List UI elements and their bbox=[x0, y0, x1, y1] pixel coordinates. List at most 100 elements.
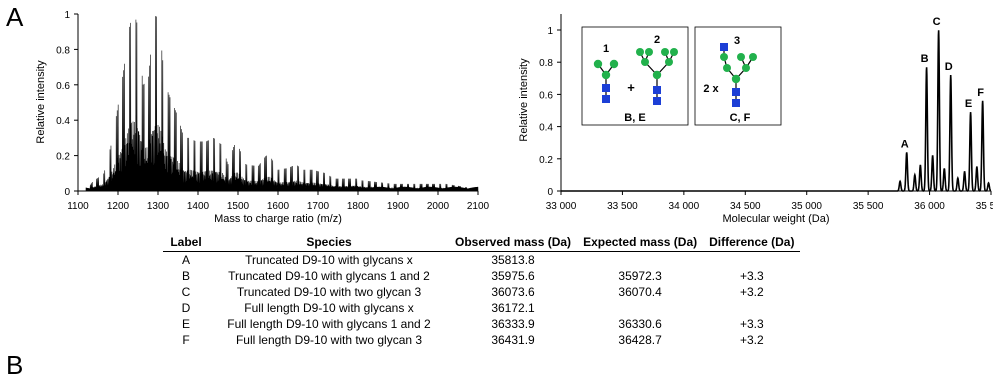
mannose-icon bbox=[665, 58, 673, 66]
mw-spectrum-trace bbox=[561, 30, 992, 192]
row-expected-mass bbox=[577, 252, 703, 269]
table-row: A Truncated D9-10 with glycans x 35813.8 bbox=[163, 252, 800, 269]
mannose-icon bbox=[645, 48, 653, 56]
ms-x-tick-label: 1500 bbox=[227, 201, 250, 212]
mw-x-tick-label: 34 000 bbox=[669, 201, 700, 212]
column-header-label: Label bbox=[163, 234, 209, 252]
ms-y-tick-label: 0.2 bbox=[56, 152, 70, 163]
mannose-icon bbox=[593, 59, 603, 69]
molecular-weight-chart: 0 0.2 0.4 0.6 0.8 1 33 000 33 500 34 000 34 500 3… bbox=[518, 14, 993, 225]
mw-peak-label: E bbox=[965, 98, 972, 110]
glycan-3-structure bbox=[720, 43, 757, 107]
row-species: Full length D9-10 with glycans x bbox=[244, 301, 414, 315]
table-header-row: Label Species Observed mass (Da) Expecte… bbox=[163, 234, 801, 252]
ms-y-tick-label: 0 bbox=[64, 187, 70, 198]
mw-x-tick-label: 34 500 bbox=[730, 201, 761, 212]
mass-results-table: Label Species Observed mass (Da) Expecte… bbox=[163, 234, 801, 348]
row-expected-mass: 36070.4 bbox=[618, 285, 662, 299]
row-label: F bbox=[182, 333, 190, 347]
mw-y-tick-label: 0.2 bbox=[539, 155, 553, 166]
glcnac-icon bbox=[602, 95, 610, 103]
row-expected-mass bbox=[577, 300, 703, 316]
glycan-number-1: 1 bbox=[603, 43, 609, 55]
column-header-observed-mass: Observed mass (Da) bbox=[449, 234, 578, 252]
mannose-icon bbox=[749, 53, 757, 61]
row-difference: +3.2 bbox=[739, 333, 764, 347]
mw-y-tick-label: 0.4 bbox=[539, 123, 553, 134]
ms-x-tick-label: 1600 bbox=[267, 201, 290, 212]
row-species: Full length D9-10 with glycans 1 and 2 bbox=[227, 317, 431, 331]
ms-x-tick-label: 1800 bbox=[347, 201, 370, 212]
glycan-plus-sign: + bbox=[627, 80, 635, 95]
glycan-number-3: 3 bbox=[734, 35, 740, 47]
row-label: C bbox=[181, 285, 191, 299]
mw-peak-label: A bbox=[901, 138, 909, 150]
glycan-2-structure bbox=[636, 48, 678, 105]
row-label: D bbox=[181, 301, 191, 315]
ms-spectrum-trace bbox=[85, 16, 479, 192]
ms-y-tick-label: 1 bbox=[64, 10, 70, 21]
ms-y-tick-label: 0.4 bbox=[56, 116, 70, 127]
mw-peak-label: D bbox=[945, 61, 953, 73]
panel-label-b: B bbox=[6, 350, 24, 380]
table-row: C Truncated D9-10 with two glycan 3 3607… bbox=[163, 284, 800, 300]
mw-y-tick-label: 1 bbox=[547, 26, 553, 37]
mannose-icon bbox=[636, 48, 644, 56]
mannose-icon bbox=[737, 53, 745, 61]
row-expected-mass: 35972.3 bbox=[618, 269, 662, 283]
ms-x-tick-label: 2100 bbox=[467, 201, 490, 212]
ms-x-tick-label: 1200 bbox=[107, 201, 130, 212]
ms-x-tick-label: 1100 bbox=[67, 201, 89, 212]
mw-peak-label: B bbox=[921, 53, 929, 65]
mannose-icon bbox=[652, 70, 662, 80]
glycan-box2-caption: C, F bbox=[730, 112, 751, 124]
mw-y-tick-label: 0.6 bbox=[539, 90, 553, 101]
column-header-species: Species bbox=[209, 234, 449, 252]
row-species: Truncated D9-10 with glycans 1 and 2 bbox=[228, 269, 430, 283]
glcnac-icon bbox=[720, 43, 728, 51]
glcnac-icon bbox=[732, 99, 740, 107]
mw-x-tick-label: 33 500 bbox=[607, 201, 638, 212]
row-difference: +3.3 bbox=[739, 269, 764, 283]
row-observed-mass: 36333.9 bbox=[491, 317, 535, 331]
column-header-difference: Difference (Da) bbox=[703, 234, 801, 252]
row-observed-mass: 36172.1 bbox=[491, 301, 535, 315]
row-difference: +3.2 bbox=[739, 285, 764, 299]
ms-x-tick-label: 1300 bbox=[147, 201, 170, 212]
mw-y-tick-label: 0.8 bbox=[539, 58, 553, 69]
mannose-icon bbox=[670, 48, 678, 56]
table-row: E Full length D9-10 with glycans 1 and 2… bbox=[163, 316, 800, 332]
row-label: B bbox=[181, 269, 190, 283]
glcnac-icon bbox=[653, 86, 661, 94]
mannose-icon bbox=[609, 59, 619, 69]
glycan-multiplier: 2 x bbox=[703, 83, 719, 95]
mw-y-axis-label: Relative intensity bbox=[518, 58, 530, 142]
ms-x-tick-label: 2000 bbox=[427, 201, 450, 212]
mw-x-tick-label: 36 000 bbox=[914, 201, 945, 212]
glycan-box1-caption: B, E bbox=[624, 112, 645, 124]
row-observed-mass: 35813.8 bbox=[491, 253, 535, 267]
ms-x-axis-label: Mass to charge ratio (m/z) bbox=[214, 213, 342, 225]
glcnac-icon bbox=[602, 84, 610, 92]
row-species: Truncated D9-10 with two glycan 3 bbox=[236, 285, 422, 299]
table-row: B Truncated D9-10 with glycans 1 and 2 3… bbox=[163, 268, 800, 284]
mw-x-axis-label: Molecular weight (Da) bbox=[723, 213, 830, 225]
glycan-1-structure bbox=[593, 59, 619, 103]
column-header-expected-mass: Expected mass (Da) bbox=[577, 234, 704, 252]
glycan-inset-box-2: 3 2 x C, F bbox=[694, 26, 782, 126]
mw-x-tick-label: 33 000 bbox=[546, 201, 577, 212]
mannose-icon bbox=[641, 58, 649, 66]
table-row: F Full length D9-10 with two glycan 3 36… bbox=[163, 332, 800, 348]
row-difference: +3.3 bbox=[739, 317, 764, 331]
mw-peak-label: F bbox=[977, 87, 984, 99]
table-row: D Full length D9-10 with glycans x 36172… bbox=[163, 300, 800, 316]
panel-label-a: A bbox=[6, 2, 24, 32]
row-expected-mass: 36330.6 bbox=[618, 317, 662, 331]
mw-x-tick-label: 35 000 bbox=[791, 201, 822, 212]
ms-x-tick-label: 1700 bbox=[307, 201, 330, 212]
mannose-icon bbox=[742, 64, 750, 72]
mannose-icon bbox=[720, 53, 728, 61]
row-expected-mass: 36428.7 bbox=[618, 333, 662, 347]
glycan-inset-box-1: 1 2 + B, E bbox=[581, 26, 689, 126]
glcnac-icon bbox=[732, 88, 740, 96]
